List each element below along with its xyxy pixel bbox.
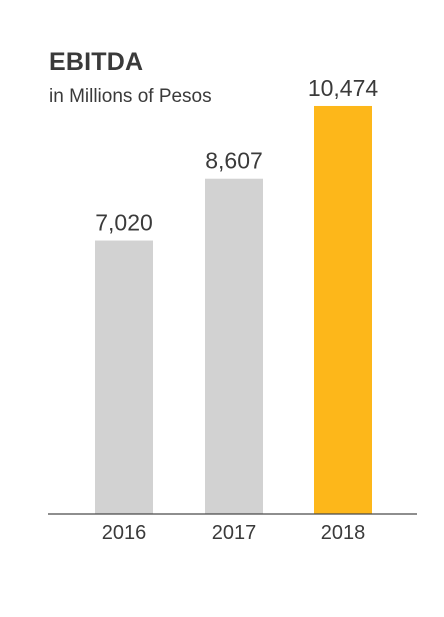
value-label-2018: 10,474 xyxy=(308,75,379,101)
chart-subtitle: in Millions of Pesos xyxy=(49,86,212,107)
x-tick-label-2017: 2017 xyxy=(212,522,257,544)
value-label-2017: 8,607 xyxy=(205,148,263,174)
value-label-2016: 7,020 xyxy=(95,210,153,236)
x-tick-label-2016: 2016 xyxy=(102,522,147,544)
x-tick-label-2018: 2018 xyxy=(321,522,366,544)
bar-2017 xyxy=(205,178,263,514)
bar-2018 xyxy=(314,105,372,514)
bar-2016 xyxy=(95,240,153,515)
chart-title: EBITDA xyxy=(49,48,144,76)
